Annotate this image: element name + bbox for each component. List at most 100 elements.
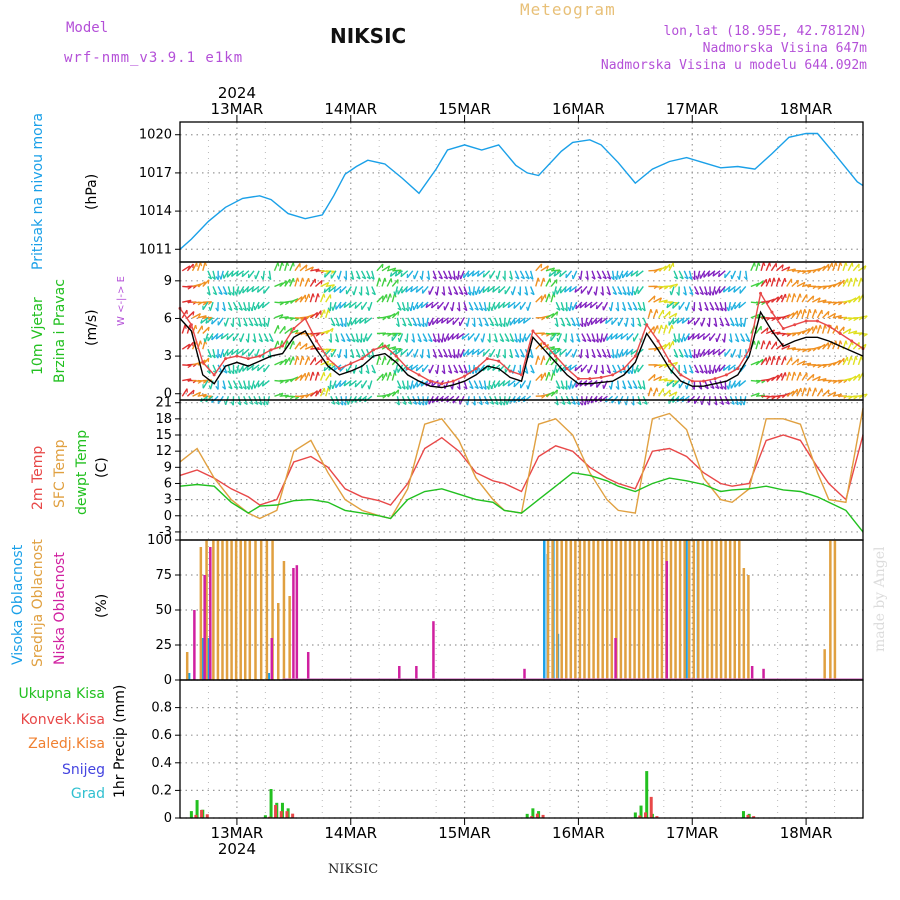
wind-arrow-head <box>239 337 242 343</box>
wind-arrow <box>514 348 520 358</box>
wind-arrow <box>556 364 562 374</box>
wind-arrow <box>227 364 232 374</box>
wind-arrow-head <box>710 386 715 390</box>
wind-arrow <box>704 380 709 390</box>
wind-arrow <box>323 364 332 372</box>
wind-arrow <box>770 296 780 303</box>
wind-arrow-head <box>839 340 843 345</box>
wind-arrow-head <box>725 323 730 327</box>
y-tick-label: 0.2 <box>151 783 172 798</box>
bar-visoka-oblacnost <box>267 673 271 680</box>
wind-arrow-head <box>469 307 474 311</box>
wind-arrow-head <box>432 276 437 280</box>
wind-arrow <box>463 348 470 357</box>
bar-srednja-oblacnost <box>619 540 623 680</box>
wind-arrow <box>335 317 340 327</box>
wind-arrow-head <box>817 365 822 369</box>
wind-arrow-head <box>230 370 235 375</box>
wind-arrow <box>683 270 689 280</box>
wind-arrow-head <box>198 313 201 318</box>
wind-arrow <box>622 380 627 390</box>
wind-arrow <box>258 333 264 343</box>
wind-arrow-head <box>448 354 452 359</box>
wind-arrow-head <box>471 350 475 355</box>
wind-arrow <box>616 270 619 280</box>
wind-arrow-head <box>326 282 330 287</box>
wind-arrow <box>688 349 693 359</box>
wind-arrow <box>227 286 232 296</box>
wind-arrow-head <box>513 304 516 309</box>
wind-arrow <box>556 286 562 295</box>
wind-arrow-head <box>228 307 233 311</box>
wind-arrow <box>801 283 812 288</box>
wind-arrow-head <box>397 386 402 390</box>
wind-arrow <box>647 387 652 397</box>
wind-arrow <box>330 317 336 327</box>
wind-arrow-head <box>401 386 406 390</box>
series-line-2m Temp <box>179 434 864 506</box>
wind-arrow-head <box>845 262 848 267</box>
wind-arrow-head <box>197 380 202 384</box>
wind-arrow-head <box>653 295 656 300</box>
wind-arrow <box>780 372 786 381</box>
wind-arrow <box>570 317 577 327</box>
wind-arrow <box>858 343 867 350</box>
wind-arrow <box>596 333 599 343</box>
wind-arrow <box>852 373 861 382</box>
wind-arrow-head <box>387 344 391 349</box>
wind-arrow-head <box>478 386 483 390</box>
wind-arrow-head <box>832 302 837 306</box>
wind-arrow-head <box>641 386 646 390</box>
wind-arrow-head <box>719 307 724 312</box>
wind-arrow-head <box>771 396 776 400</box>
wind-arrow <box>553 364 557 374</box>
wind-arrow-head <box>681 319 685 324</box>
wind-arrow-head <box>218 275 222 280</box>
wind-arrow <box>702 332 711 341</box>
wind-arrow <box>274 360 283 366</box>
wind-arrow <box>186 263 194 272</box>
wind-arrow <box>722 364 731 372</box>
wind-arrow-head <box>246 366 249 371</box>
wind-arrow <box>447 348 453 358</box>
y-tick-label: 0.4 <box>151 756 172 771</box>
bar-convective <box>649 796 653 818</box>
wind-arrow <box>509 317 516 326</box>
wind-arrow <box>397 364 404 373</box>
wind-arrow <box>202 326 210 334</box>
wind-arrow-head <box>459 353 461 358</box>
wind-arrow <box>631 286 634 296</box>
wind-arrow-head <box>502 354 506 359</box>
wind-arrow-head <box>505 339 510 343</box>
wind-arrow-head <box>625 272 628 277</box>
wind-arrow <box>394 286 399 296</box>
wind-arrow <box>391 371 396 381</box>
wind-arrow-head <box>727 366 731 371</box>
wind-arrow-head <box>568 366 572 371</box>
wind-arrow-head <box>331 384 334 390</box>
wind-arrow <box>827 262 833 272</box>
wind-arrow <box>584 317 588 327</box>
wind-arrow <box>581 396 584 406</box>
wind-arrow <box>587 286 593 295</box>
wind-arrow-head <box>546 333 551 337</box>
wind-arrow-head <box>571 353 574 358</box>
bar-srednja-oblacnost <box>596 540 600 680</box>
wind-arrow <box>253 333 257 343</box>
wind-arrow <box>257 285 265 293</box>
wind-arrow <box>432 333 437 343</box>
wind-arrow <box>278 261 283 271</box>
wind-arrow <box>560 380 565 390</box>
wind-arrow-head <box>734 383 736 388</box>
wind-arrow <box>200 317 209 324</box>
wind-arrow <box>294 341 301 350</box>
wind-arrow <box>410 364 419 371</box>
wind-arrow-head <box>513 339 518 343</box>
wind-arrow <box>238 286 245 295</box>
wind-arrow <box>478 286 486 295</box>
wind-arrow-head <box>308 293 311 298</box>
wind-arrow-head <box>721 338 725 343</box>
wind-arrow-head <box>787 266 791 271</box>
wind-arrow-head <box>327 387 331 392</box>
wind-arrow-head <box>397 337 400 343</box>
